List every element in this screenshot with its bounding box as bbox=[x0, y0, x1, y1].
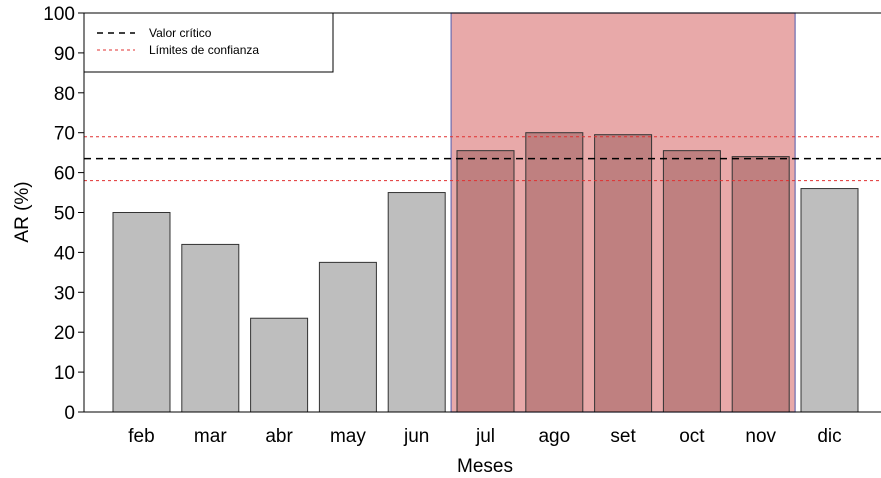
bar-abr bbox=[250, 317, 309, 413]
x-tick-label-may: may bbox=[330, 426, 366, 447]
legend-label-1: Límites de confianza bbox=[149, 43, 259, 57]
x-tick-label-jul: jul bbox=[475, 426, 495, 447]
y-tick-label-50: 50 bbox=[54, 204, 75, 225]
legend-label-0: Valor crítico bbox=[149, 26, 212, 40]
y-tick-label-10: 10 bbox=[54, 363, 75, 384]
legend: Valor crítico Límites de confianza bbox=[83, 12, 334, 73]
y-tick-label-60: 60 bbox=[54, 164, 75, 185]
y-tick-label-80: 80 bbox=[54, 84, 75, 105]
y-tick-label-40: 40 bbox=[54, 243, 75, 264]
y-tick-label-0: 0 bbox=[64, 403, 75, 424]
x-tick-label-set: set bbox=[610, 426, 636, 447]
bar-dic bbox=[800, 188, 859, 413]
x-tick-label-feb: feb bbox=[128, 426, 154, 447]
y-axis-title: AR (%) bbox=[12, 181, 33, 242]
legend-box bbox=[83, 12, 334, 73]
reference-lines-layer bbox=[84, 136, 881, 182]
x-tick-label-abr: abr bbox=[265, 426, 293, 447]
bar-oct bbox=[662, 150, 721, 413]
bar-nov bbox=[731, 156, 790, 413]
x-tick-label-oct: oct bbox=[679, 426, 705, 447]
bar-jun bbox=[387, 192, 446, 413]
y-tick-label-30: 30 bbox=[54, 283, 75, 304]
bars-layer bbox=[112, 132, 859, 413]
bar-may bbox=[318, 261, 377, 413]
y-tick-label-20: 20 bbox=[54, 323, 75, 344]
y-tick-label-90: 90 bbox=[54, 44, 75, 65]
x-tick-label-ago: ago bbox=[538, 426, 570, 447]
bar-set bbox=[594, 134, 653, 413]
y-tick-label-100: 100 bbox=[43, 4, 75, 25]
bar-jul bbox=[456, 150, 515, 413]
bar-mar bbox=[181, 243, 240, 413]
x-tick-label-dic: dic bbox=[817, 426, 841, 447]
y-tick-label-70: 70 bbox=[54, 124, 75, 145]
bar-feb bbox=[112, 212, 171, 413]
bar-ago bbox=[525, 132, 584, 413]
x-tick-label-mar: mar bbox=[194, 426, 227, 447]
axes-layer: 0 10 20 30 40 50 60 70 80 90 100 feb mar abr may jun jul… bbox=[43, 4, 881, 447]
x-tick-label-nov: nov bbox=[745, 426, 776, 447]
x-axis-title: Meses bbox=[457, 456, 513, 477]
x-tick-label-jun: jun bbox=[403, 426, 429, 447]
